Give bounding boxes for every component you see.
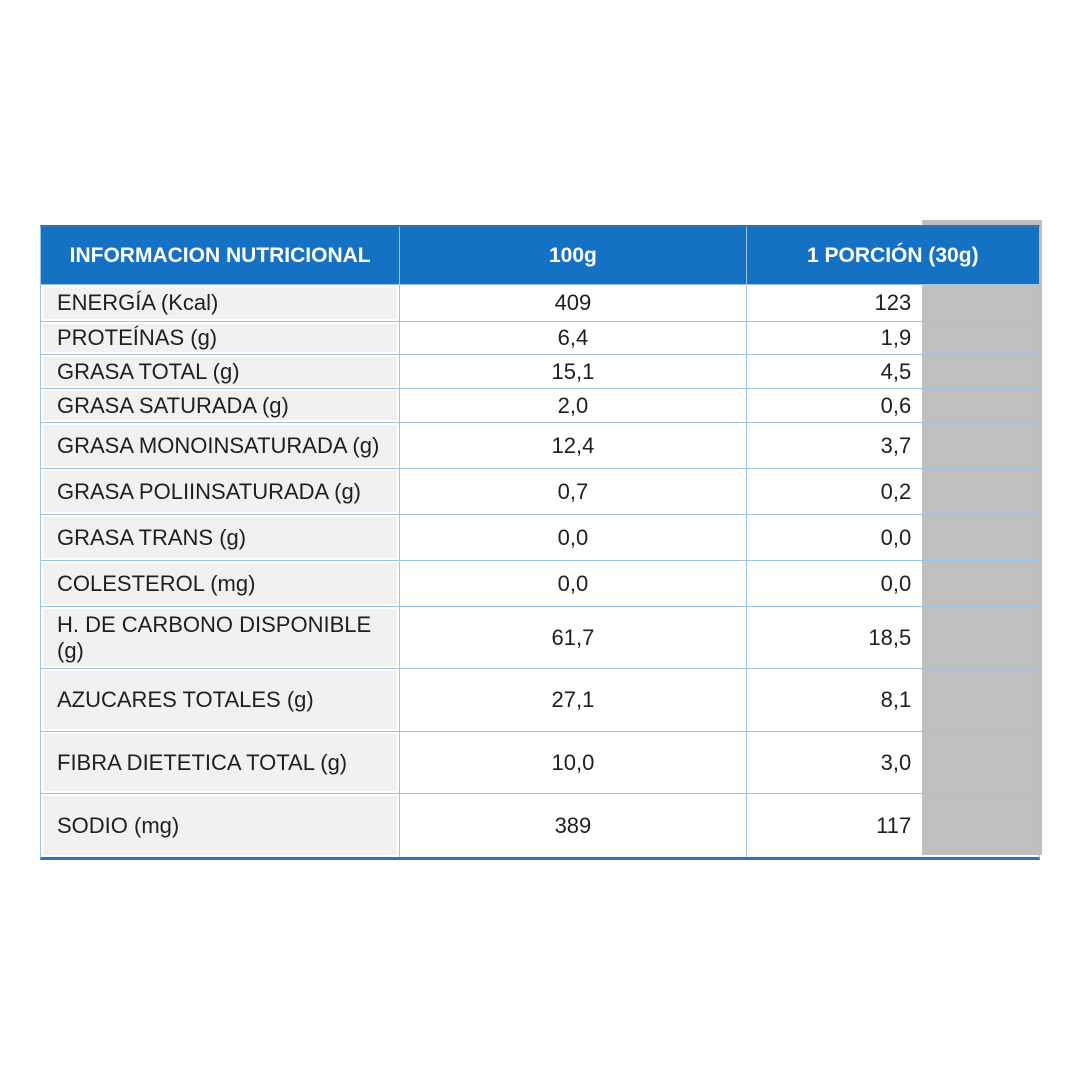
empty-cell	[921, 515, 1039, 560]
value-portion: 3,7	[745, 423, 922, 468]
empty-cell	[921, 607, 1039, 668]
row-label: GRASA SATURADA (g)	[43, 391, 398, 420]
table-row: FIBRA DIETETICA TOTAL (g) 10,0 3,0	[41, 731, 1039, 793]
gray-side-band	[922, 220, 1042, 855]
table-row: COLESTEROL (mg) 0,0 0,0	[41, 560, 1039, 606]
value-100g: 2,0	[399, 389, 746, 422]
empty-cell	[921, 469, 1039, 514]
empty-cell	[921, 732, 1039, 793]
value-portion: 0,2	[745, 469, 922, 514]
value-100g: 0,0	[399, 561, 746, 606]
value-100g: 15,1	[399, 355, 746, 388]
header-col-100g: 100g	[399, 227, 746, 284]
empty-cell	[921, 669, 1039, 731]
value-100g: 12,4	[399, 423, 746, 468]
value-100g: 27,1	[399, 669, 746, 731]
value-100g: 10,0	[399, 732, 746, 793]
header-col-portion: 1 PORCIÓN (30g)	[745, 227, 1039, 284]
row-label: ENERGÍA (Kcal)	[43, 287, 398, 319]
value-portion: 123	[745, 285, 922, 321]
table-row: ENERGÍA (Kcal) 409 123	[41, 284, 1039, 321]
table-row: GRASA TRANS (g) 0,0 0,0	[41, 514, 1039, 560]
table-row: H. DE CARBONO DISPONIBLE (g) 61,7 18,5	[41, 606, 1039, 668]
value-100g: 389	[399, 794, 746, 857]
empty-cell	[921, 285, 1039, 321]
table-row: GRASA SATURADA (g) 2,0 0,6	[41, 388, 1039, 422]
empty-cell	[921, 322, 1039, 354]
value-portion: 3,0	[745, 732, 922, 793]
value-portion: 4,5	[745, 355, 922, 388]
row-label: GRASA POLIINSATURADA (g)	[43, 471, 398, 512]
row-label: FIBRA DIETETICA TOTAL (g)	[43, 734, 398, 791]
header-title: INFORMACION NUTRICIONAL	[41, 227, 400, 284]
empty-cell	[921, 389, 1039, 422]
table-row: PROTEÍNAS (g) 6,4 1,9	[41, 321, 1039, 354]
table-row: GRASA MONOINSATURADA (g) 12,4 3,7	[41, 422, 1039, 468]
empty-cell	[921, 561, 1039, 606]
value-100g: 409	[399, 285, 746, 321]
value-100g: 0,0	[399, 515, 746, 560]
empty-cell	[921, 423, 1039, 468]
value-portion: 117	[745, 794, 922, 857]
table-row: GRASA POLIINSATURADA (g) 0,7 0,2	[41, 468, 1039, 514]
table-row: SODIO (mg) 389 117	[41, 793, 1039, 857]
table-header-row: INFORMACION NUTRICIONAL 100g 1 PORCIÓN (…	[41, 227, 1039, 284]
value-100g: 61,7	[399, 607, 746, 668]
empty-cell	[921, 794, 1039, 857]
value-portion: 18,5	[745, 607, 922, 668]
value-portion: 1,9	[745, 322, 922, 354]
row-label: AZUCARES TOTALES (g)	[43, 671, 398, 729]
value-portion: 0,6	[745, 389, 922, 422]
row-label: PROTEÍNAS (g)	[43, 324, 398, 352]
table-row: GRASA TOTAL (g) 15,1 4,5	[41, 354, 1039, 388]
nutrition-table: INFORMACION NUTRICIONAL 100g 1 PORCIÓN (…	[40, 225, 1040, 860]
row-label: COLESTEROL (mg)	[43, 563, 398, 604]
row-label: H. DE CARBONO DISPONIBLE (g)	[43, 609, 398, 666]
row-label: SODIO (mg)	[43, 796, 398, 855]
row-label: GRASA MONOINSATURADA (g)	[43, 425, 398, 466]
value-100g: 6,4	[399, 322, 746, 354]
table-row: AZUCARES TOTALES (g) 27,1 8,1	[41, 668, 1039, 731]
value-portion: 0,0	[745, 515, 922, 560]
row-label: GRASA TRANS (g)	[43, 517, 398, 558]
value-portion: 8,1	[745, 669, 922, 731]
value-portion: 0,0	[745, 561, 922, 606]
empty-cell	[921, 355, 1039, 388]
value-100g: 0,7	[399, 469, 746, 514]
row-label: GRASA TOTAL (g)	[43, 357, 398, 386]
